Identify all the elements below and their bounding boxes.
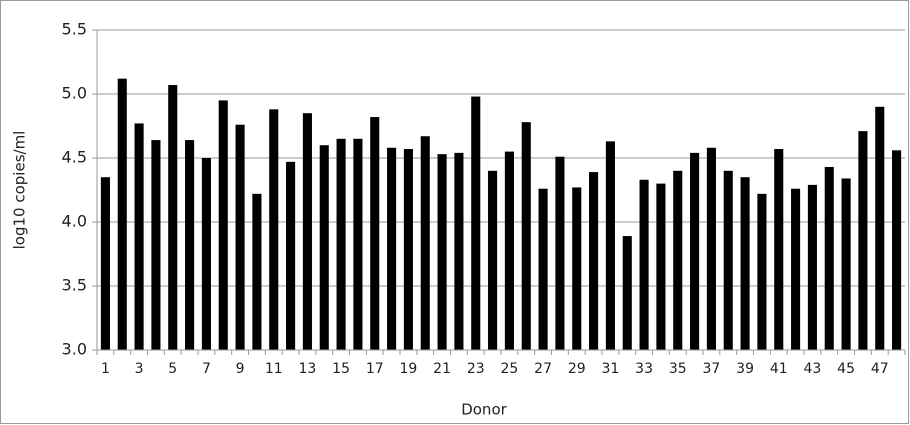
bar	[218, 100, 228, 351]
bar	[673, 170, 683, 350]
bar	[269, 109, 279, 350]
x-tick-label: 19	[400, 361, 418, 377]
bar	[420, 136, 430, 350]
y-tick-label: 5.0	[62, 84, 87, 103]
x-tick-label: 13	[299, 361, 317, 377]
y-tick-label: 4.0	[62, 212, 87, 231]
bar	[403, 149, 413, 350]
x-tick-label: 43	[804, 361, 822, 377]
bar	[622, 236, 632, 350]
bar	[555, 156, 565, 350]
bar	[824, 166, 834, 350]
bar	[875, 106, 885, 350]
x-tick-label: 41	[770, 361, 788, 377]
bar	[757, 193, 767, 350]
bar	[774, 149, 784, 350]
bar	[471, 96, 481, 350]
bar	[185, 140, 195, 350]
bar	[521, 122, 531, 350]
x-tick-label: 31	[602, 361, 620, 377]
bar	[807, 184, 817, 350]
x-tick-label: 37	[703, 361, 721, 377]
bar	[656, 183, 666, 350]
bar	[168, 85, 178, 350]
bar	[252, 193, 262, 350]
y-axis-label: log10 copies/ml	[11, 131, 29, 250]
x-tick-label: 3	[135, 361, 144, 377]
bar	[791, 188, 801, 350]
x-tick-label: 9	[236, 361, 245, 377]
y-tick-label: 5.5	[62, 20, 87, 39]
bar	[706, 147, 716, 350]
x-tick-label: 5	[168, 361, 177, 377]
bar	[740, 177, 750, 350]
x-tick-label: 29	[568, 361, 586, 377]
bar	[858, 131, 868, 350]
x-tick-label: 1	[101, 361, 110, 377]
bar	[605, 141, 615, 350]
x-tick-label: 35	[669, 361, 687, 377]
bar	[437, 154, 447, 350]
y-tick-label: 3.5	[62, 276, 87, 295]
bar	[370, 117, 380, 350]
bar	[589, 172, 599, 350]
bar	[538, 188, 548, 350]
y-tick-label: 3.0	[62, 340, 87, 359]
x-tick-label: 27	[534, 361, 552, 377]
bar	[723, 170, 733, 350]
x-tick-label: 7	[202, 361, 211, 377]
bar	[353, 138, 363, 350]
x-tick-label: 45	[837, 361, 855, 377]
bar	[504, 151, 514, 350]
x-tick-label: 11	[265, 361, 283, 377]
x-tick-label: 17	[366, 361, 384, 377]
bar	[319, 145, 329, 350]
bar	[151, 140, 161, 350]
bar	[286, 161, 296, 350]
bar	[302, 113, 312, 350]
x-tick-label: 25	[501, 361, 519, 377]
x-tick-label: 39	[736, 361, 754, 377]
bar	[100, 177, 110, 350]
bar	[454, 152, 464, 350]
x-axis-label: Donor	[461, 401, 507, 419]
y-tick-label: 4.5	[62, 148, 87, 167]
bar	[892, 150, 902, 350]
bar	[201, 158, 211, 350]
bar	[841, 178, 851, 350]
bar	[639, 179, 649, 350]
x-tick-label: 23	[467, 361, 485, 377]
bar	[488, 170, 498, 350]
x-tick-label: 47	[871, 361, 889, 377]
x-tick-label: 15	[332, 361, 350, 377]
bar	[572, 187, 582, 350]
bar	[690, 152, 700, 350]
bar	[235, 124, 245, 350]
x-tick-label: 21	[433, 361, 451, 377]
bar	[117, 78, 127, 350]
bar	[387, 147, 397, 350]
bar	[336, 138, 346, 350]
x-tick-label: 33	[635, 361, 653, 377]
bar	[134, 123, 144, 350]
